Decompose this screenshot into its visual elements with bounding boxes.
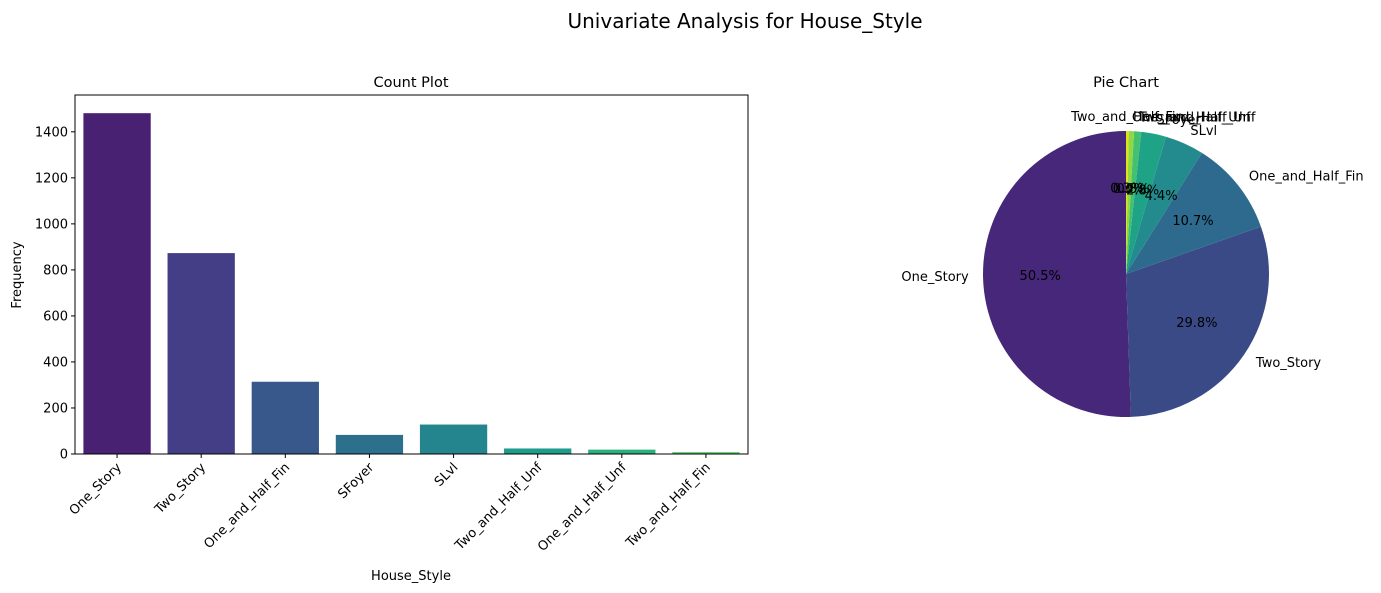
pie-label: Two_and_Half_Unf xyxy=(1138,111,1256,126)
y-tick-label: 1000 xyxy=(35,217,68,232)
bar-two-story xyxy=(167,253,235,454)
pie-percent-label: 2.8% xyxy=(1126,183,1159,198)
pie-label: SLvl xyxy=(1190,124,1217,139)
x-tick-label: One_and_Half_Fin xyxy=(201,460,293,552)
pie-percent-label: 29.8% xyxy=(1176,316,1217,331)
pie-label: One_and_Half_Fin xyxy=(1249,169,1364,184)
pie-slice-one-and-half-unf xyxy=(1126,131,1135,274)
figure-suptitle: Univariate Analysis for House_Style xyxy=(567,9,922,33)
pie-slice-sfoyer xyxy=(1126,131,1166,274)
count-plot-bars xyxy=(83,113,740,455)
pie-percent-label: 10.7% xyxy=(1172,214,1213,229)
pie-slice-two-story xyxy=(1126,226,1269,417)
pie-label: One_Story xyxy=(901,270,969,285)
pie-slice-two-and-half-unf xyxy=(1126,131,1142,274)
count-plot-y-label: Frequency xyxy=(10,241,25,308)
y-tick-label: 0 xyxy=(60,448,68,463)
pie-label: Two_and_Half_Fin xyxy=(1070,110,1184,125)
y-tick-label: 400 xyxy=(43,355,68,370)
y-tick-label: 200 xyxy=(43,401,68,416)
y-tick-label: 1200 xyxy=(35,171,68,186)
pie-slices xyxy=(983,131,1269,417)
x-tick-label: Two_and_Half_Unf xyxy=(452,460,546,554)
y-tick-label: 600 xyxy=(43,309,68,324)
y-tick-label: 800 xyxy=(43,263,68,278)
pie-percent-labels: 50.5% 29.8% 10.7% 4.4%2.8%0.8%0.6%0.3% xyxy=(1020,182,1218,331)
pie-chart-title: Pie Chart xyxy=(1093,75,1159,91)
x-tick-label: SFoyer xyxy=(335,460,377,502)
x-tick-label: Two_Story xyxy=(152,460,210,518)
count-plot: Count Plot 0 200 400 600 800 1000 1200 1400 One… xyxy=(10,75,749,584)
pie-labels: One_Story Two_Story One_and_Half_Fin SLvlSF… xyxy=(901,110,1363,371)
pie-label: SFoyer xyxy=(1156,113,1201,128)
pie-percent-label: 0.3% xyxy=(1110,182,1143,197)
bar-slvl xyxy=(419,424,488,454)
pie-slice-one-and-half-fin xyxy=(1126,152,1261,274)
pie-percent-label: 0.6% xyxy=(1113,182,1146,197)
pie-slice-one-story xyxy=(983,131,1131,417)
pie-slice-two-and-half-fin xyxy=(1126,131,1129,274)
bar-sfoyer xyxy=(335,434,404,454)
x-tick-label: Two_and_Half_Fin xyxy=(623,460,714,551)
bar-two-and-half-unf xyxy=(504,448,572,454)
bar-one-and-half-unf xyxy=(588,449,656,454)
pie-percent-label: 50.5% xyxy=(1020,269,1061,284)
count-plot-title: Count Plot xyxy=(374,75,449,91)
x-tick-label: SLvl xyxy=(432,460,462,490)
count-plot-y-ticks: 0 200 400 600 800 1000 1200 1400 xyxy=(35,125,75,463)
pie-slice-slvl xyxy=(1126,136,1202,274)
count-plot-axes-frame xyxy=(74,94,749,455)
pie-percent-label: 4.4% xyxy=(1145,189,1178,204)
bar-two-and-half-fin xyxy=(672,452,740,454)
bar-one-and-half-fin xyxy=(251,381,319,454)
y-tick-label: 1400 xyxy=(35,125,68,140)
x-tick-label: One_Story xyxy=(67,460,125,518)
bar-one-story xyxy=(83,113,151,455)
pie-label: Two_Story xyxy=(1255,356,1322,371)
pie-chart: Pie Chart One_Story Two_Story One_and_Half… xyxy=(901,75,1364,417)
pie-percent-label: 0.8% xyxy=(1116,182,1149,197)
x-tick-label: One_and_Half_Unf xyxy=(535,460,630,555)
pie-label: One_and_Half_Unf xyxy=(1132,110,1251,125)
count-plot-x-label: House_Style xyxy=(371,569,451,584)
